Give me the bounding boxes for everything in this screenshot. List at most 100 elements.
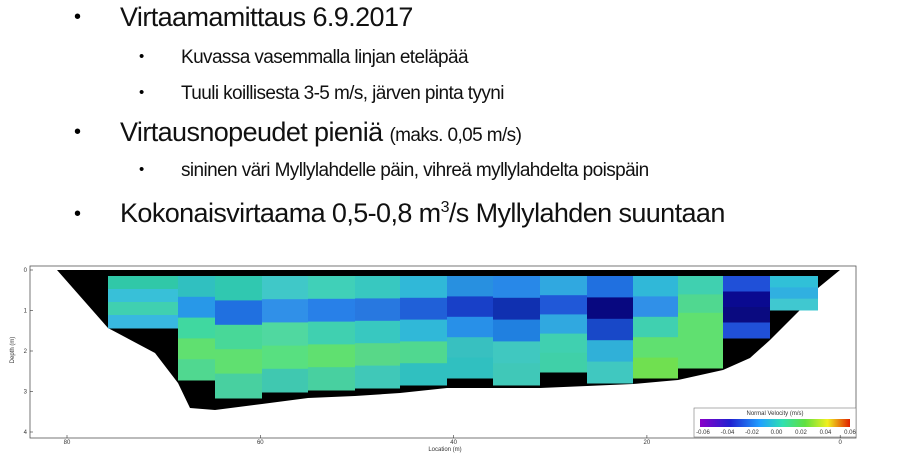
bullet-text: Virtausnopeudet pieniä	[120, 117, 383, 147]
colorbar-tick-label: 0.04	[820, 430, 832, 436]
cell	[723, 276, 770, 292]
cell	[678, 349, 723, 369]
cell	[447, 316, 493, 338]
superscript: 3	[440, 199, 450, 216]
cell	[308, 367, 355, 391]
cell	[723, 322, 770, 339]
y-tick-label: 1	[24, 309, 28, 315]
bullet-text: Virtausnopeudet pieniä (maks. 0,05 m/s)	[120, 117, 522, 148]
cell	[355, 276, 400, 299]
cell	[400, 341, 447, 364]
cell	[493, 319, 540, 342]
cell	[447, 296, 493, 318]
cell	[540, 352, 587, 373]
cell	[308, 298, 355, 323]
sub-bullet-text: Kuvassa vasemmalla linjan eteläpää	[181, 47, 469, 68]
cell	[262, 345, 308, 370]
bullet-text: Virtaamamittaus 6.9.2017	[120, 2, 413, 32]
cell	[215, 373, 262, 399]
cell	[400, 297, 447, 321]
cell	[308, 276, 355, 300]
cell	[633, 337, 678, 359]
colorbar-tick-label: 0.02	[795, 430, 807, 436]
cell	[215, 349, 262, 375]
y-tick-label: 4	[24, 430, 28, 436]
x-tick-label: 40	[450, 440, 457, 446]
colorbar-title: Normal Velocity (m/s)	[746, 411, 803, 417]
cell	[633, 357, 678, 379]
cell	[178, 359, 215, 381]
cell	[262, 322, 308, 347]
x-tick-label: 60	[257, 440, 264, 446]
cell	[633, 316, 678, 338]
cell	[447, 337, 493, 359]
cell	[262, 299, 308, 323]
colorbar-tick-label: -0.04	[721, 430, 735, 436]
cell	[770, 298, 818, 311]
cell	[770, 276, 818, 288]
cell	[587, 340, 633, 363]
x-tick-label: 0	[839, 440, 843, 446]
cell	[215, 276, 262, 301]
cell	[587, 276, 633, 298]
cell	[540, 314, 587, 335]
sub-bullet-text: sininen väri Myllylahdelle päin, vihreä …	[181, 160, 649, 181]
bullet: •	[139, 48, 145, 65]
cell	[633, 276, 678, 297]
cell	[587, 318, 633, 341]
colorbar-tick-label: -0.06	[696, 430, 710, 436]
cell	[678, 312, 723, 332]
colorbar-tick-label: 0.06	[844, 430, 856, 436]
colorbar	[700, 419, 850, 427]
y-tick-label: 3	[24, 390, 28, 396]
cell	[262, 276, 308, 300]
bullet: •	[74, 6, 82, 28]
cell	[178, 317, 215, 339]
cell	[108, 315, 178, 329]
bullet-text: /s Myllylahden suuntaan	[448, 198, 725, 228]
x-tick-label: 80	[64, 440, 71, 446]
cell	[723, 291, 770, 308]
cell	[540, 276, 587, 296]
cell	[678, 276, 723, 295]
cell	[493, 297, 540, 321]
cell	[447, 357, 493, 379]
y-tick-label: 2	[24, 349, 28, 355]
cell	[540, 295, 587, 315]
cell	[262, 368, 308, 393]
colorbar-tick-label: 0.00	[771, 430, 783, 436]
cells	[57, 270, 840, 410]
cell	[215, 324, 262, 350]
cell	[308, 321, 355, 345]
bullet: •	[74, 203, 82, 225]
cell	[678, 294, 723, 314]
cell	[308, 344, 355, 368]
cell	[493, 341, 540, 364]
cell	[108, 276, 178, 290]
bullet: •	[74, 121, 82, 143]
cell	[178, 276, 215, 298]
cell	[540, 333, 587, 354]
cell	[355, 343, 400, 367]
bullet-text: Kokonaisvirtaama 0,5-0,8 m	[120, 198, 441, 228]
colorbar-tick-label: -0.02	[745, 430, 759, 436]
velocity-figure: Normal Velocity (m/s) Depth (m) Location…	[10, 265, 856, 453]
sub-bullet-text: Tuuli koillisesta 3-5 m/s, järven pinta …	[181, 83, 504, 104]
y-tick-label: 0	[24, 268, 28, 274]
bullet-text: Kokonaisvirtaama 0,5-0,8 m3/s Myllylahde…	[120, 198, 725, 229]
cell	[678, 331, 723, 351]
cell	[400, 319, 447, 342]
cell	[400, 276, 447, 299]
cell	[355, 320, 400, 344]
cell	[587, 361, 633, 384]
cell	[723, 307, 770, 323]
cell	[355, 298, 400, 322]
cell	[355, 365, 400, 389]
cell	[633, 296, 678, 318]
note: (maks. 0,05 m/s)	[389, 125, 522, 146]
cell	[178, 296, 215, 319]
cell	[108, 302, 178, 316]
cell	[587, 297, 633, 320]
y-axis-label: Depth (m)	[10, 337, 16, 364]
